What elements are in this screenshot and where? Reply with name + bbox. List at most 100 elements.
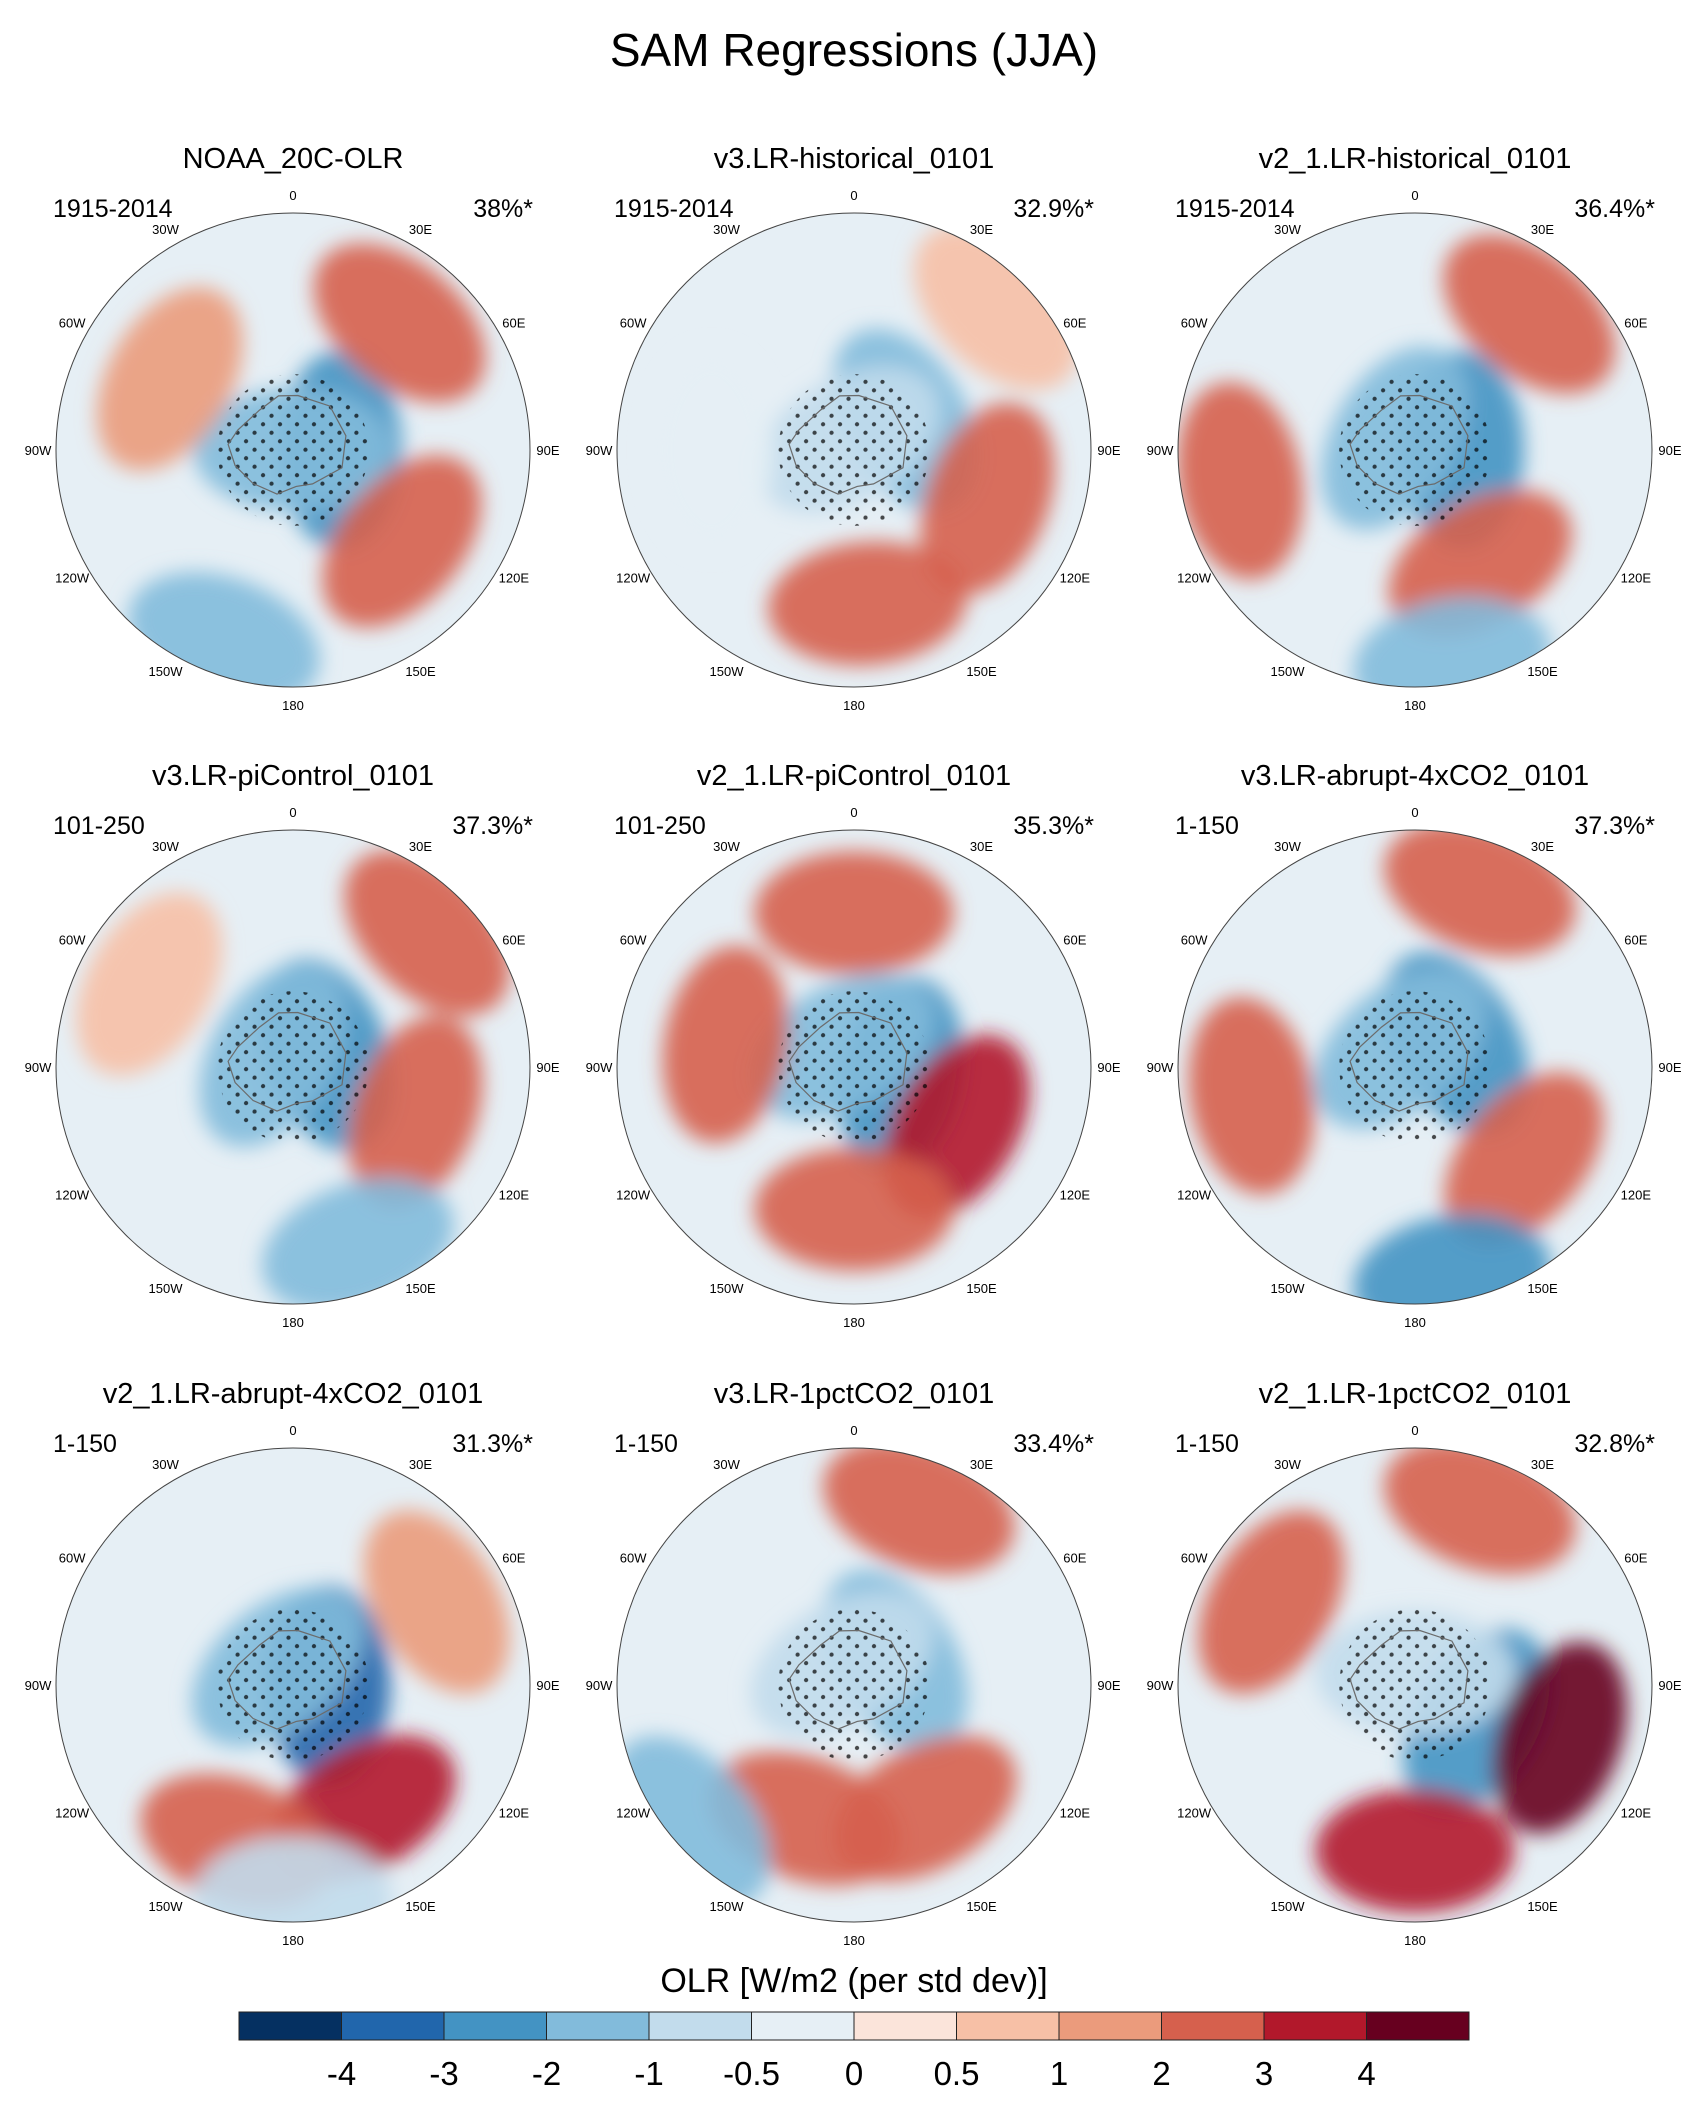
- significance-stipple: [1339, 374, 1491, 526]
- significance-stipple: [217, 991, 369, 1143]
- lon-label: 180: [282, 698, 304, 713]
- lon-label: 60W: [59, 316, 86, 331]
- lon-label: 30E: [1531, 839, 1554, 854]
- panel-variance: 37.3%*: [1574, 812, 1655, 840]
- coastline: [1349, 1629, 1469, 1730]
- colorbar-title: OLR [W/m2 (per std dev)]: [660, 1962, 1047, 2000]
- panel-2: 0 30E 60E 90E 120E 150E 180 150W 120W 90W 60W 30W v3…: [586, 143, 1121, 713]
- lon-label: 60E: [502, 1551, 525, 1566]
- lon-label: 60W: [59, 933, 86, 948]
- anomaly-center-6: [1353, 596, 1551, 687]
- lon-label: 120E: [499, 1188, 530, 1203]
- panel-title: v3.LR-1pctCO2_0101: [714, 1378, 995, 1410]
- panel-period: 1915-2014: [53, 195, 173, 223]
- coastline: [788, 1629, 908, 1730]
- lon-label: 0: [850, 805, 857, 820]
- lon-label: 180: [843, 698, 865, 713]
- lon-label: 120W: [616, 571, 651, 586]
- map-border: [55, 212, 531, 688]
- map-border: [1177, 829, 1653, 1305]
- panel-7: 0 30E 60E 90E 120E 150E 180 150W 120W 90W 60W 30W v2…: [25, 1378, 560, 1948]
- lon-label: 180: [1404, 698, 1426, 713]
- panel-period: 1-150: [53, 1430, 117, 1458]
- lon-label: 150E: [966, 1281, 997, 1296]
- colorbar: OLR [W/m2 (per std dev)] -4 -3 -2 -1 -0.5 0 0.…: [238, 1962, 1470, 2092]
- panel-variance: 31.3%*: [452, 1430, 533, 1458]
- lon-label: 150W: [149, 1281, 184, 1296]
- lon-label: 90E: [1658, 443, 1681, 458]
- lon-label: 150E: [1527, 664, 1558, 679]
- anomaly-center-5: [1443, 234, 1616, 394]
- lon-label: 60W: [620, 933, 647, 948]
- lon-label: 0: [289, 805, 296, 820]
- lon-label: 30W: [713, 839, 740, 854]
- lon-label: 60E: [1624, 933, 1647, 948]
- colorbar-tick: -4: [327, 2055, 356, 2092]
- panel-variance: 37.3%*: [452, 812, 533, 840]
- anomaly-center-6: [76, 892, 223, 1076]
- lon-label: 120W: [55, 571, 90, 586]
- anomaly-center-4: [1315, 1789, 1515, 1913]
- anomaly-center-5: [662, 945, 789, 1143]
- colorbar-box-12: [1366, 2011, 1470, 2041]
- lon-label: 30W: [1274, 839, 1301, 854]
- lon-label: 60W: [1181, 933, 1208, 948]
- map-border: [55, 829, 531, 1305]
- lon-label: 180: [843, 1933, 865, 1948]
- lon-label: 30W: [152, 222, 179, 237]
- panel-3: 0 30E 60E 90E 120E 150E 180 150W 120W 90W 60W 30W v2…: [1147, 143, 1682, 713]
- colorbar-box-1: [238, 2011, 342, 2041]
- panel-variance: 33.4%*: [1013, 1430, 1094, 1458]
- lon-label: 150E: [405, 1281, 436, 1296]
- anomaly-center-4: [768, 541, 967, 666]
- panel-1: 0 30E 60E 90E 120E 150E 180 150W 120W 90W 60W 30W NO…: [25, 143, 560, 713]
- lon-label: 30E: [409, 1457, 432, 1472]
- lon-label: 150W: [1271, 1281, 1306, 1296]
- panel-variance: 32.9%*: [1013, 195, 1094, 223]
- panel-title: NOAA_20C-OLR: [183, 143, 404, 175]
- coastline: [788, 1011, 908, 1112]
- lon-label: 120E: [499, 571, 530, 586]
- panel-title: v3.LR-abrupt-4xCO2_0101: [1241, 760, 1589, 792]
- colorbar-ticks: -4 -3 -2 -1 -0.5 0 0.5 1 2 3 4: [327, 2055, 1376, 2092]
- colorbar-tick: 1: [1050, 2055, 1068, 2092]
- lon-label: 0: [289, 188, 296, 203]
- lon-label: 0: [1411, 1423, 1418, 1438]
- panel-period: 1-150: [614, 1430, 678, 1458]
- lon-label: 120E: [1060, 1806, 1091, 1821]
- lon-label: 60E: [1624, 1551, 1647, 1566]
- lon-label: 30W: [713, 1457, 740, 1472]
- anomaly-center-3: [348, 1015, 483, 1208]
- lon-label: 0: [1411, 188, 1418, 203]
- lon-label: 150E: [405, 1899, 436, 1914]
- lon-label: 90E: [1097, 1678, 1120, 1693]
- colorbar-box-2: [341, 2011, 445, 2041]
- panel-5: 0 30E 60E 90E 120E 150E 180 150W 120W 90W 60W 30W v2…: [586, 760, 1121, 1330]
- panel-variance: 36.4%*: [1574, 195, 1655, 223]
- colorbar-box-9: [1058, 2011, 1162, 2041]
- lon-label: 90E: [1097, 443, 1120, 458]
- lon-label: 120W: [1177, 1806, 1212, 1821]
- anomaly-center-6: [1353, 1213, 1551, 1304]
- lon-label: 90E: [1097, 1060, 1120, 1075]
- significance-stipple: [778, 1609, 930, 1761]
- anomaly-center-3: [920, 402, 1055, 595]
- lon-label: 90W: [1147, 1060, 1174, 1075]
- lon-label: 150W: [1271, 664, 1306, 679]
- lon-label: 90E: [1658, 1060, 1681, 1075]
- map-border: [616, 829, 1092, 1305]
- panel-title: v3.LR-piControl_0101: [152, 760, 434, 792]
- lon-label: 180: [282, 1315, 304, 1330]
- lon-label: 90W: [25, 443, 52, 458]
- lon-label: 60W: [59, 1551, 86, 1566]
- lon-label: 150E: [1527, 1281, 1558, 1296]
- lon-label: 30E: [970, 1457, 993, 1472]
- lon-label: 60E: [502, 933, 525, 948]
- lon-label: 120W: [1177, 1188, 1212, 1203]
- panel-title: v2_1.LR-historical_0101: [1259, 143, 1572, 175]
- lon-label: 30W: [152, 1457, 179, 1472]
- lon-label: 30W: [713, 222, 740, 237]
- colorbar-box-7: [853, 2011, 957, 2041]
- anomaly-center-3: [1492, 1641, 1627, 1834]
- panel-6: 0 30E 60E 90E 120E 150E 180 150W 120W 90W 60W 30W v3…: [1147, 760, 1682, 1330]
